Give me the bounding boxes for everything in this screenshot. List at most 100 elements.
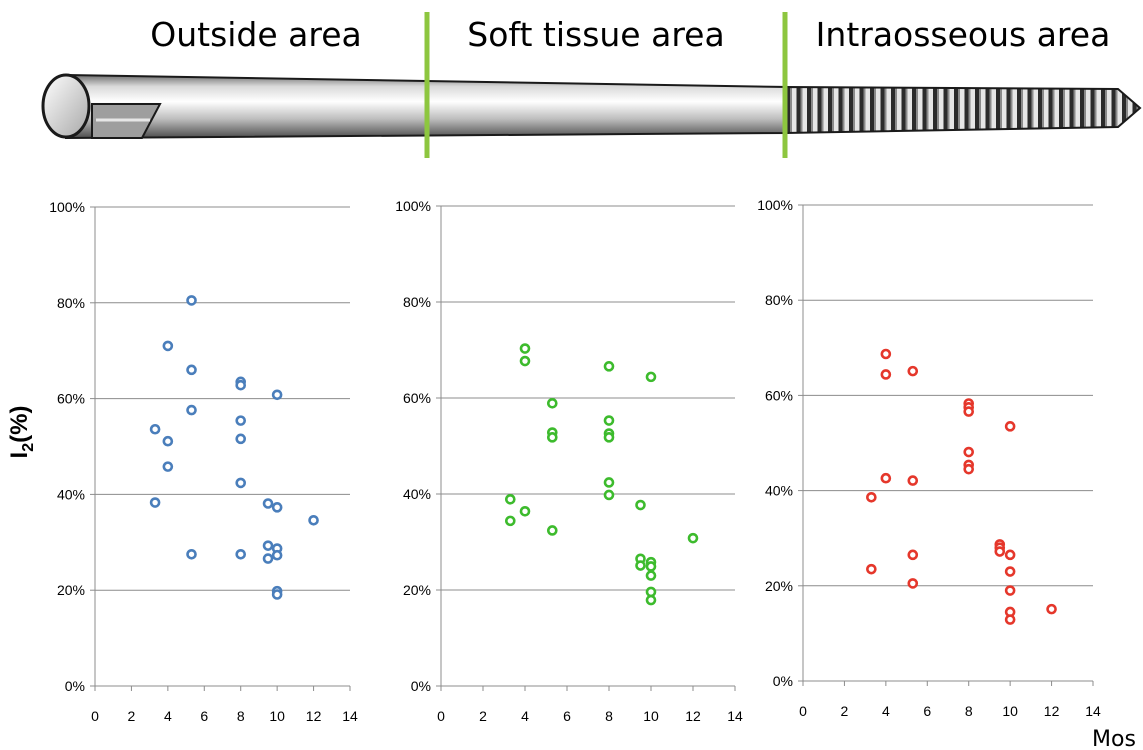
chart-panel-outside: 0% 20% 40% 60% 80% 100% 0 2 4 6 8 10 12 14 — [49, 199, 358, 724]
data-point — [235, 477, 247, 489]
data-point — [994, 546, 1006, 557]
data-point — [603, 415, 615, 426]
data-point — [519, 505, 531, 517]
chart-panel-soft-tissue: 0% 20% 40% 60% 80% 100% 0 2 4 6 8 10 12 14 — [395, 198, 743, 724]
data-point — [880, 472, 892, 484]
data-point — [262, 540, 274, 551]
x-tick-label: 4 — [164, 708, 172, 724]
x-tick-label: 6 — [563, 708, 571, 724]
data-point — [271, 502, 283, 513]
x-tick-label: 0 — [91, 708, 99, 724]
data-point — [645, 586, 657, 598]
data-point — [162, 435, 174, 447]
region-label-soft-tissue: Soft tissue area — [467, 15, 724, 54]
data-point — [603, 361, 615, 372]
x-tick-label: 12 — [685, 708, 701, 724]
x-tick-label: 8 — [605, 708, 613, 724]
x-tick-label: 12 — [1044, 703, 1060, 719]
x-tick-label: 8 — [237, 708, 245, 724]
data-point — [866, 491, 877, 503]
data-point — [271, 549, 283, 561]
data-point — [866, 563, 877, 575]
x-tick-label: 6 — [200, 708, 208, 724]
y-tick-label: 40% — [57, 486, 85, 502]
y-tick-label: 20% — [57, 582, 85, 598]
data-point — [1004, 421, 1016, 432]
x-tick-label: 2 — [841, 703, 849, 719]
data-point — [235, 548, 247, 560]
data-point — [271, 589, 283, 600]
x-tick-label: 10 — [269, 708, 285, 724]
data-point — [504, 515, 516, 527]
data-point — [645, 594, 657, 606]
data-point — [645, 371, 657, 383]
y-tick-label: 0% — [411, 678, 431, 694]
data-point — [1004, 585, 1016, 596]
data-point — [262, 498, 274, 509]
data-point — [235, 379, 247, 391]
data-point — [519, 355, 531, 367]
data-point — [186, 548, 197, 560]
x-tick-label: 14 — [342, 708, 358, 724]
x-tick-label: 12 — [306, 708, 322, 724]
y-tick-label: 20% — [765, 578, 793, 594]
data-point — [1004, 614, 1016, 625]
y-tick-label: 80% — [403, 294, 431, 310]
y-tick-label: 60% — [57, 391, 85, 407]
y-tick-label: 80% — [57, 295, 85, 311]
data-point — [603, 432, 615, 443]
data-point — [149, 497, 161, 508]
data-point — [186, 295, 197, 306]
x-tick-label: 4 — [882, 703, 890, 719]
data-point — [186, 404, 197, 416]
data-point — [519, 343, 531, 354]
y-tick-label: 100% — [395, 198, 431, 214]
y-tick-label: 100% — [757, 197, 793, 213]
pin-end-cap — [41, 73, 91, 139]
data-point — [907, 365, 919, 377]
data-point — [271, 389, 283, 401]
data-point — [235, 433, 247, 445]
x-tick-label: 10 — [643, 708, 659, 724]
data-point — [262, 553, 274, 564]
x-tick-label: 14 — [727, 708, 743, 724]
y-tick-label: 20% — [403, 582, 431, 598]
data-point — [687, 532, 699, 544]
x-tick-label: 2 — [128, 708, 136, 724]
x-axis-unit-label: Mos — [1092, 727, 1136, 750]
data-point — [235, 415, 247, 426]
data-point — [149, 423, 161, 435]
data-point — [645, 561, 657, 572]
y-tick-label: 60% — [403, 390, 431, 406]
data-point — [1046, 603, 1057, 615]
data-point — [1004, 566, 1016, 577]
data-point — [907, 578, 919, 589]
data-point — [907, 549, 919, 561]
data-point — [162, 461, 174, 472]
data-point — [635, 499, 646, 511]
y-tick-label: 0% — [65, 678, 85, 694]
data-point — [880, 369, 892, 380]
data-point — [162, 340, 174, 352]
region-label-intraosseous: Intraosseous area — [816, 15, 1111, 54]
pin-illustration — [41, 73, 1142, 140]
pin-threads — [785, 85, 1142, 135]
x-tick-label: 0 — [437, 708, 445, 724]
x-tick-label: 2 — [479, 708, 487, 724]
data-point — [963, 446, 975, 458]
data-point — [603, 489, 615, 501]
x-tick-label: 6 — [923, 703, 931, 719]
data-point — [635, 560, 646, 571]
data-point — [907, 475, 919, 486]
data-point — [186, 364, 197, 376]
data-point — [963, 463, 975, 475]
data-point — [504, 493, 516, 505]
data-point — [546, 432, 558, 443]
data-point — [308, 514, 319, 526]
x-tick-label: 8 — [965, 703, 973, 719]
y-tick-label: 40% — [765, 483, 793, 499]
x-tick-label: 0 — [799, 703, 807, 719]
y-tick-label: 60% — [765, 387, 793, 403]
data-point — [546, 397, 558, 409]
x-tick-label: 4 — [521, 708, 529, 724]
